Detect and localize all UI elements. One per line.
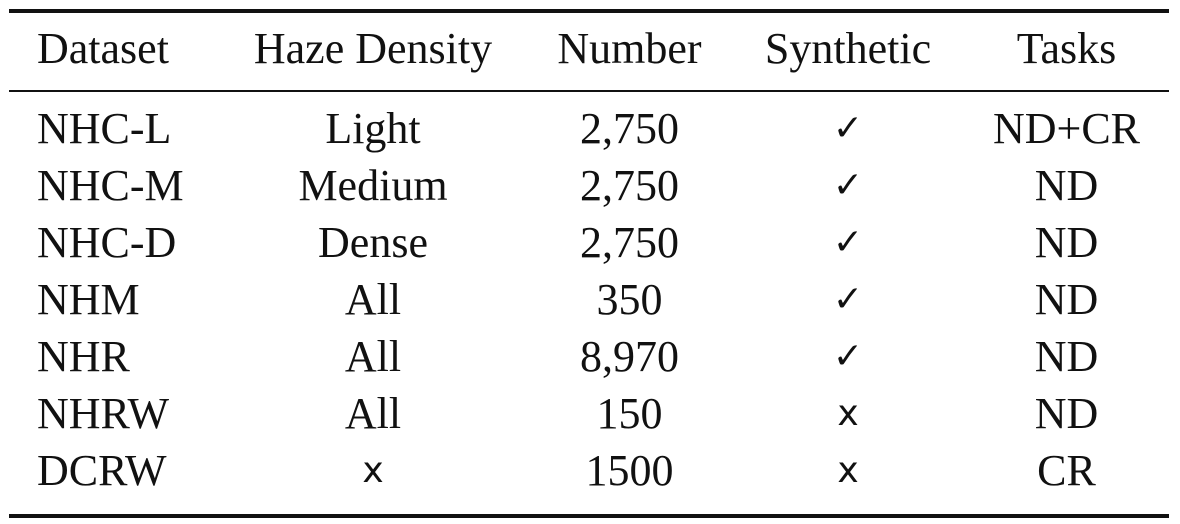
table-bottom-rule	[9, 514, 1169, 518]
cell-tasks: ND+CR	[992, 104, 1141, 153]
cell-haze-density: Dense	[318, 218, 428, 267]
table-header-rule	[9, 90, 1169, 92]
table-row: NHC-L Light 2,750 ✓ ND+CR	[9, 92, 1169, 157]
dataset-table: Dataset Haze Density Number Synthetic Ta…	[9, 0, 1169, 499]
header-synthetic: Synthetic	[764, 23, 932, 73]
cell-number: 350	[596, 275, 663, 324]
cell-number: 2,750	[580, 104, 679, 153]
table-top-rule	[9, 9, 1169, 13]
header-haze-density: Haze Density	[253, 23, 493, 73]
cell-dataset: DCRW	[37, 446, 167, 495]
cell-tasks: CR	[1037, 446, 1096, 495]
header-number: Number	[557, 23, 702, 73]
cell-tasks: ND	[1034, 275, 1099, 324]
table-row: NHM All 350 ✓ ND	[9, 271, 1169, 328]
table-header-row: Dataset Haze Density Number Synthetic Ta…	[9, 0, 1169, 92]
table-row: NHR All 8,970 ✓ ND	[9, 328, 1169, 385]
table-row: NHRW All 150 x ND	[9, 385, 1169, 442]
cell-number: 2,750	[580, 218, 679, 267]
cell-haze-density: All	[344, 332, 402, 381]
cell-synthetic: ✓	[832, 222, 864, 263]
table-row: NHC-M Medium 2,750 ✓ ND	[9, 157, 1169, 214]
header-dataset: Dataset	[37, 23, 169, 73]
cell-tasks: ND	[1034, 332, 1099, 381]
cell-tasks: ND	[1034, 218, 1099, 267]
cell-number: 150	[596, 389, 663, 438]
cell-haze-density: x	[362, 450, 384, 491]
cell-haze-density: All	[344, 389, 402, 438]
header-tasks: Tasks	[1016, 23, 1117, 73]
cell-haze-density: All	[344, 275, 402, 324]
cell-number: 1500	[585, 446, 674, 495]
cell-dataset: NHC-M	[37, 161, 184, 210]
cell-tasks: ND	[1034, 389, 1099, 438]
table-row: DCRW x 1500 x CR	[9, 442, 1169, 499]
cell-dataset: NHM	[37, 275, 140, 324]
cell-dataset: NHRW	[37, 389, 169, 438]
cell-haze-density: Medium	[298, 161, 448, 210]
cell-number: 2,750	[580, 161, 679, 210]
cell-tasks: ND	[1034, 161, 1099, 210]
cell-haze-density: Light	[325, 104, 421, 153]
cell-dataset: NHR	[37, 332, 130, 381]
cell-synthetic: ✓	[832, 165, 864, 206]
cell-number: 8,970	[580, 332, 679, 381]
cell-dataset: NHC-L	[37, 104, 172, 153]
table-row: NHC-D Dense 2,750 ✓ ND	[9, 214, 1169, 271]
cell-synthetic: x	[837, 450, 859, 491]
cell-dataset: NHC-D	[37, 218, 177, 267]
cell-synthetic: ✓	[832, 279, 864, 320]
cell-synthetic: x	[837, 393, 859, 434]
cell-synthetic: ✓	[832, 108, 864, 149]
cell-synthetic: ✓	[832, 336, 864, 377]
